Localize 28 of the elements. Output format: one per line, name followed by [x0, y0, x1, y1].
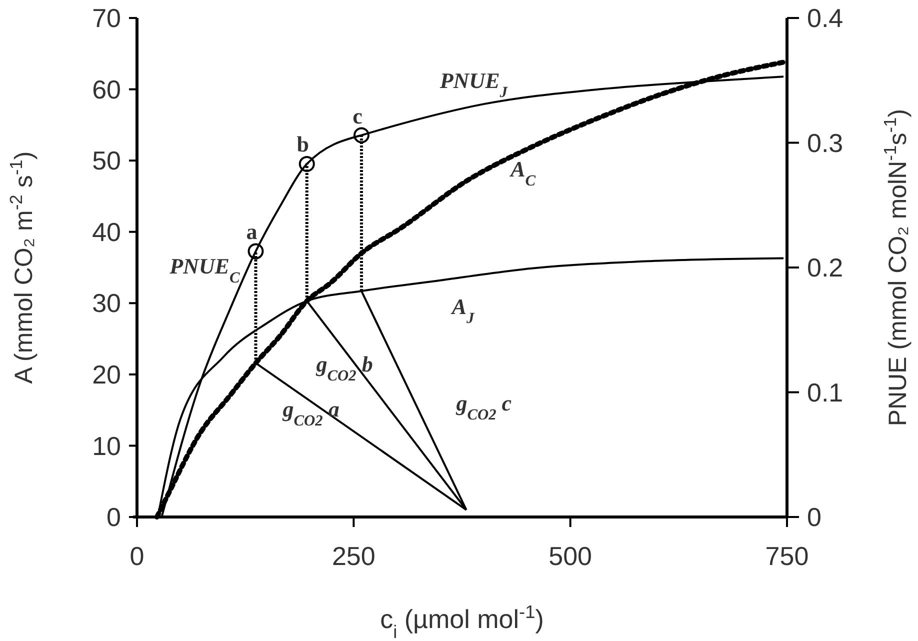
series-label: g$_{CO2}$ b [315, 351, 373, 384]
x-axis-title: c$_{i}$ (µmol mol$^{-1}$) [380, 602, 544, 641]
x-tick-label: 750 [765, 541, 809, 571]
y-tick-label: 0 [106, 502, 121, 532]
series-label: g$_{CO2}$ c [455, 390, 512, 423]
y2-tick-label: 0.3 [807, 128, 844, 158]
series-label: PNUE$_{C}$ [168, 253, 240, 286]
y-tick-label: 20 [92, 360, 121, 390]
y-tick-label: 60 [92, 74, 121, 104]
series-label: PNUE$_{J}$ [438, 68, 509, 101]
annotation: c [352, 104, 363, 129]
y2-tick-label: 0 [807, 502, 822, 532]
series-label: g$_{CO2}$ a [282, 396, 340, 429]
y-tick-label: 40 [92, 216, 121, 247]
y-tick-label: 10 [92, 430, 121, 461]
y2-tick-label: 0.2 [807, 252, 844, 283]
annotation: b [296, 131, 309, 156]
y-tick-label: 30 [92, 288, 121, 318]
y2-tick-label: 0.1 [807, 377, 844, 408]
y-tick-label: 70 [92, 3, 121, 34]
series-label: A$_{J}$ [450, 294, 476, 327]
annotation: a [246, 219, 258, 244]
x-tick-label: 500 [548, 541, 592, 571]
x-tick-label: 0 [130, 541, 144, 571]
y-tick-label: 50 [92, 146, 121, 176]
y2-tick-label: 0.4 [807, 3, 844, 34]
series-label: A$_{C}$ [508, 156, 536, 189]
x-tick-label: 250 [332, 541, 376, 571]
